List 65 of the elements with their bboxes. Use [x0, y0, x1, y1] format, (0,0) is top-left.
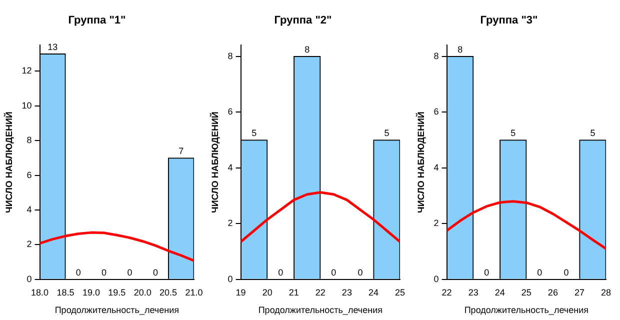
y-tick-label: 10 — [22, 100, 32, 110]
data-label: 0 — [358, 267, 363, 278]
x-tick-label: 25 — [521, 287, 532, 298]
x-tick-label: 20.5 — [160, 287, 178, 298]
data-label: 0 — [76, 267, 81, 278]
y-tick-label: 2 — [434, 218, 439, 228]
y-axis-title: ЧИСЛО НАБЛЮДЕНИЙ — [414, 112, 426, 213]
data-label: 5 — [384, 128, 390, 138]
y-tick-label: 6 — [434, 106, 439, 117]
x-tick-label: 21 — [288, 287, 299, 298]
x-tick-label: 21.0 — [185, 287, 203, 298]
data-label: 13 — [48, 42, 58, 52]
y-tick-label: 2 — [26, 239, 32, 250]
y-axis-title: ЧИСЛО НАБЛЮДЕНИЙ — [208, 112, 220, 213]
x-axis-title: Продолжительность_лечения — [464, 305, 589, 316]
y-tick-label: 0 — [228, 274, 233, 284]
x-tick-label: 20 — [262, 287, 272, 298]
y-tick-label: 6 — [26, 170, 32, 180]
x-tick-label: 20.0 — [134, 287, 152, 298]
x-tick-label: 22 — [442, 287, 452, 298]
x-tick-label: 18.0 — [31, 287, 49, 298]
y-tick-label: 4 — [434, 162, 439, 172]
x-tick-label: 23 — [468, 287, 478, 298]
data-label: 0 — [537, 267, 542, 278]
x-tick-label: 19.0 — [82, 287, 100, 298]
data-label: 0 — [484, 267, 490, 278]
x-tick-label: 18.5 — [56, 287, 74, 298]
y-tick-label: 4 — [228, 162, 233, 172]
chart-title: Группа "3" — [480, 14, 538, 27]
data-label: 0 — [152, 267, 158, 278]
chart-title: Группа "2" — [274, 14, 332, 27]
data-label: 0 — [331, 267, 336, 278]
x-axis-title: Продолжительность_лечения — [258, 305, 383, 316]
data-label: 5 — [510, 128, 516, 138]
x-tick-label: 24 — [368, 287, 378, 298]
y-tick-label: 8 — [434, 50, 439, 61]
x-tick-label: 25 — [394, 287, 406, 298]
chart-title: Группа "1" — [68, 14, 126, 27]
y-tick-label: 6 — [228, 106, 233, 117]
x-tick-label: 28 — [600, 287, 612, 298]
y-tick-label: 8 — [26, 135, 32, 146]
x-tick-label: 19 — [236, 287, 246, 298]
x-tick-label: 19.5 — [108, 287, 126, 298]
data-label: 5 — [252, 128, 257, 138]
y-tick-label: 0 — [434, 274, 439, 284]
data-label: 5 — [590, 128, 596, 138]
data-label: 0 — [102, 267, 107, 278]
y-tick-label: 2 — [228, 218, 233, 228]
x-tick-label: 27 — [574, 287, 584, 298]
x-tick-label: 24 — [494, 287, 505, 298]
data-label: 0 — [127, 267, 132, 278]
y-tick-label: 4 — [26, 204, 32, 214]
data-label: 7 — [178, 146, 184, 156]
y-axis-title: ЧИСЛО НАБЛЮДЕНИЙ — [2, 112, 14, 213]
x-tick-label: 26 — [548, 287, 558, 298]
x-axis-title: Продолжительность_лечения — [54, 305, 180, 316]
data-label: 0 — [278, 267, 284, 278]
y-tick-label: 8 — [228, 50, 233, 61]
y-tick-label: 12 — [22, 66, 32, 76]
x-tick-label: 23 — [342, 287, 352, 298]
data-label: 0 — [564, 267, 569, 278]
data-label: 8 — [304, 44, 310, 54]
y-tick-label: 0 — [26, 274, 32, 284]
data-label: 8 — [458, 44, 463, 54]
x-tick-label: 22 — [315, 287, 326, 298]
